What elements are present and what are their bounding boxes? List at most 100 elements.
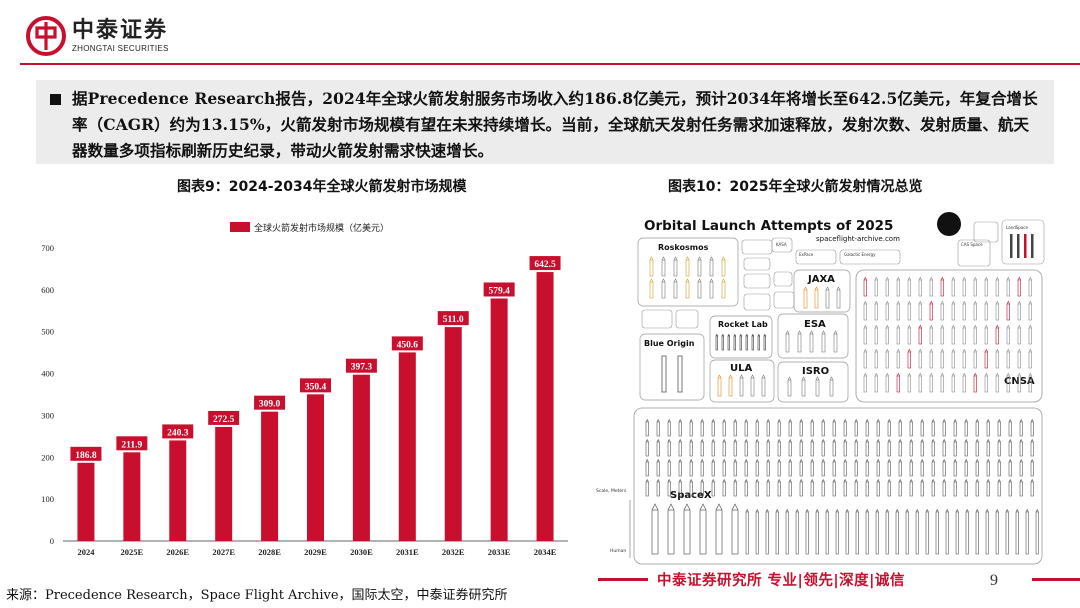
electron-rocket-icon-nose: [757, 333, 760, 337]
long-march-rocket-icon-nose: [863, 324, 867, 329]
soyuz-rocket-icon-nose: [649, 278, 654, 283]
falcon9-rocket-icon-nose: [766, 438, 770, 443]
falcon9-rocket-icon: [667, 481, 671, 497]
falcon9-rocket-icon-nose: [645, 478, 649, 483]
long-march-rocket-icon-nose: [1017, 348, 1021, 353]
soyuz-rocket-icon-nose: [661, 278, 666, 283]
long-march-rocket-icon: [874, 279, 878, 297]
long-march-rocket-icon: [896, 327, 900, 345]
starship-rocket-icon-nose: [699, 503, 707, 511]
falcon9-rocket-icon: [887, 441, 891, 457]
falcon9-rocket-icon-nose: [722, 418, 726, 423]
falcon9-rocket-icon-nose: [1008, 478, 1012, 483]
falcon9-rocket-icon: [925, 511, 929, 555]
falcon9-rocket-icon-nose: [865, 478, 869, 483]
falcon9-rocket-icon-nose: [953, 458, 957, 463]
falcon9-rocket-icon-nose: [733, 478, 737, 483]
bar-2031E: [398, 352, 416, 541]
falcon9-rocket-icon-nose: [755, 438, 759, 443]
long-march-rocket-icon: [863, 375, 867, 393]
value-label: 272.5: [213, 415, 235, 425]
long-march-rocket-icon-nose: [918, 348, 922, 353]
falcon9-rocket-icon-nose: [825, 508, 829, 513]
long-march-rocket-icon: [984, 375, 988, 393]
long-march-rocket-icon-nose: [896, 348, 900, 353]
falcon9-rocket-icon-nose: [689, 438, 693, 443]
falcon9-rocket-icon-nose: [788, 438, 792, 443]
starship-rocket-icon-nose: [667, 503, 675, 511]
falcon9-rocket-icon: [810, 461, 814, 477]
falcon9-rocket-icon-nose: [645, 418, 649, 423]
falcon9-rocket-icon: [975, 511, 979, 555]
value-label-box: [437, 311, 469, 326]
long-march-rocket-icon-nose: [995, 324, 999, 329]
falcon9-rocket-icon: [865, 441, 869, 457]
falcon9-rocket-icon: [700, 481, 704, 497]
h3-rocket-icon-nose: [825, 286, 830, 291]
long-march-rocket-icon: [874, 375, 878, 393]
falcon9-rocket-icon-nose: [975, 438, 979, 443]
falcon9-rocket-icon-nose: [986, 418, 990, 423]
falcon9-rocket-icon: [955, 511, 959, 555]
long-march-rocket-icon-nose: [951, 324, 955, 329]
falcon9-rocket-icon: [733, 461, 737, 477]
falcon9-rocket-icon-nose: [667, 458, 671, 463]
falcon9-rocket-icon: [689, 461, 693, 477]
falcon9-rocket-icon-nose: [945, 508, 949, 513]
falcon9-rocket-icon: [997, 421, 1001, 437]
falcon9-rocket-icon-nose: [975, 418, 979, 423]
falcon9-rocket-icon-nose: [854, 438, 858, 443]
falcon9-rocket-icon: [755, 461, 759, 477]
soyuz-rocket-icon: [661, 281, 666, 299]
bar-2033E: [490, 298, 508, 541]
falcon9-rocket-icon-nose: [799, 478, 803, 483]
long-march-rocket-icon-nose: [973, 348, 977, 353]
long-march-rocket-icon: [896, 279, 900, 297]
falcon9-rocket-icon-nose: [997, 478, 1001, 483]
long-march-rocket-icon: [863, 327, 867, 345]
esa-box: [777, 313, 849, 359]
falcon9-rocket-icon: [799, 461, 803, 477]
long-march-rocket-icon-nose: [918, 324, 922, 329]
value-label: 186.8: [75, 451, 97, 461]
long-march-rocket-icon: [940, 327, 944, 345]
long-march-rocket-icon-nose: [907, 276, 911, 281]
long-march-rocket-icon-nose: [907, 372, 911, 377]
falcon9-rocket-icon-nose: [1005, 508, 1009, 513]
long-march-rocket-icon-nose: [907, 300, 911, 305]
falcon9-rocket-icon-nose: [920, 458, 924, 463]
falcon9-rocket-icon: [755, 511, 759, 555]
electron-rocket-icon: [727, 335, 730, 351]
falcon9-rocket-icon: [887, 481, 891, 497]
falcon9-rocket-icon-nose: [898, 418, 902, 423]
falcon9-rocket-icon: [1035, 511, 1039, 555]
value-label-box: [254, 395, 286, 410]
falcon9-rocket-icon-nose: [711, 458, 715, 463]
category-label: 2028E: [258, 547, 281, 557]
soyuz-rocket-icon: [673, 259, 678, 277]
long-march-rocket-icon: [1006, 351, 1010, 369]
long-march-rocket-icon-nose: [995, 276, 999, 281]
falcon9-rocket-icon-nose: [744, 438, 748, 443]
ariane-rocket-icon-nose: [809, 330, 814, 335]
falcon9-rocket-icon-nose: [656, 418, 660, 423]
category-label: 2033E: [488, 547, 511, 557]
falcon9-rocket-icon: [975, 441, 979, 457]
soyuz-rocket-icon: [709, 259, 714, 277]
value-label: 579.4: [488, 286, 510, 296]
long-march-rocket-icon-nose: [1017, 300, 1021, 305]
falcon9-rocket-icon: [1008, 421, 1012, 437]
long-march-rocket-icon: [940, 375, 944, 393]
cnsa-rockets: [863, 276, 1032, 393]
label-ula: ULA: [730, 363, 752, 374]
value-label-box: [483, 282, 515, 297]
falcon9-rocket-icon: [887, 461, 891, 477]
long-march-rocket-icon-nose: [907, 348, 911, 353]
falcon9-rocket-icon: [799, 481, 803, 497]
long-march-rocket-icon-nose: [995, 348, 999, 353]
falcon9-rocket-icon-nose: [965, 508, 969, 513]
long-march-rocket-icon-nose: [896, 276, 900, 281]
falcon9-rocket-icon: [645, 481, 649, 497]
falcon9-rocket-icon: [667, 421, 671, 437]
long-march-rocket-icon: [962, 351, 966, 369]
